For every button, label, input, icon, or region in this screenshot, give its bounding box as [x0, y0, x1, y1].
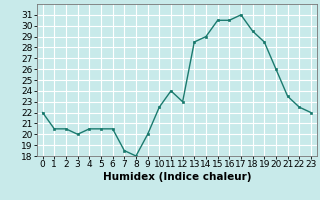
X-axis label: Humidex (Indice chaleur): Humidex (Indice chaleur) — [102, 172, 251, 182]
